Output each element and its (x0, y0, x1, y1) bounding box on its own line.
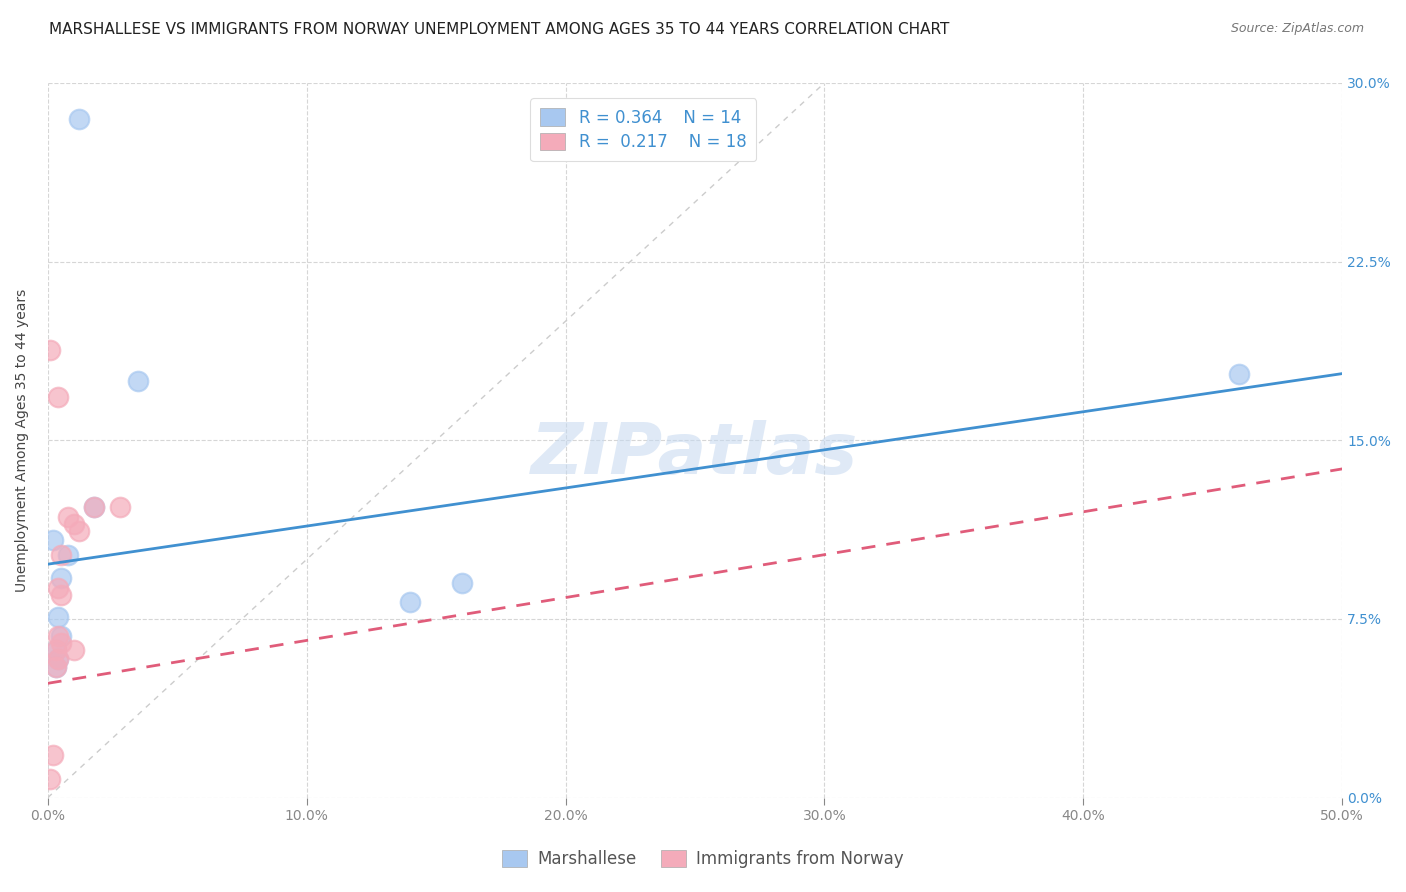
Text: Source: ZipAtlas.com: Source: ZipAtlas.com (1230, 22, 1364, 36)
Point (46, 391, 69, 405)
Point (49, 588, 72, 602)
Point (62, 643, 84, 657)
Point (83, 500, 105, 514)
Legend: Marshallese, Immigrants from Norway: Marshallese, Immigrants from Norway (495, 843, 911, 875)
Point (42, 533, 65, 548)
Point (451, 576, 474, 591)
Point (62, 516, 84, 531)
Legend: R = 0.364    N = 14, R =  0.217    N = 18: R = 0.364 N = 14, R = 0.217 N = 18 (530, 98, 756, 161)
Point (58, 548, 80, 562)
Point (1227, 367, 1250, 381)
Point (49, 572, 72, 586)
Point (49, 548, 72, 562)
Point (42, 747, 65, 762)
Point (44, 659, 66, 673)
Point (67, 524, 90, 538)
Point (39, 772, 62, 786)
Point (44, 659, 66, 673)
Y-axis label: Unemployment Among Ages 35 to 44 years: Unemployment Among Ages 35 to 44 years (15, 289, 30, 592)
Point (44, 643, 66, 657)
Point (46, 652, 69, 666)
Point (44, 643, 66, 657)
Point (39, 343, 62, 357)
Point (49, 636, 72, 650)
Point (58, 509, 80, 524)
Text: ZIPatlas: ZIPatlas (531, 420, 859, 489)
Point (399, 595, 422, 609)
Point (83, 500, 105, 514)
Point (46, 652, 69, 666)
Point (46, 581, 69, 595)
Point (110, 500, 132, 514)
Point (46, 609, 69, 624)
Point (67, 112, 90, 126)
Point (49, 629, 72, 643)
Point (46, 629, 69, 643)
Point (127, 374, 149, 388)
Text: MARSHALLESE VS IMMIGRANTS FROM NORWAY UNEMPLOYMENT AMONG AGES 35 TO 44 YEARS COR: MARSHALLESE VS IMMIGRANTS FROM NORWAY UN… (49, 22, 949, 37)
